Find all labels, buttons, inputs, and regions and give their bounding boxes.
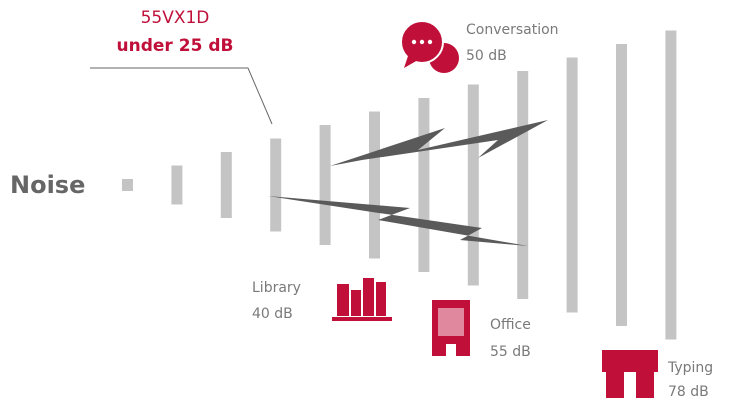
product-level: under 25 dB: [117, 36, 234, 56]
noise-bar: [467, 84, 479, 286]
noise-bar: [616, 44, 627, 326]
label-name: Office: [490, 317, 531, 333]
noise-bar: [122, 179, 133, 191]
title: Noise: [10, 171, 85, 199]
noise-bar: [665, 30, 677, 340]
library-icon: [332, 278, 392, 321]
typing-icon: [602, 350, 658, 398]
product-name: 55VX1D: [141, 8, 210, 28]
noise-bar: [517, 71, 529, 299]
office-icon: [432, 300, 470, 356]
noise-bar: [171, 165, 183, 205]
noise-bar: [369, 111, 380, 259]
noise-bar: [220, 152, 232, 218]
noise-bar: [319, 125, 331, 245]
label-name: Typing: [667, 360, 713, 376]
label-level: 55 dB: [490, 344, 531, 360]
speech-icon: [400, 20, 459, 73]
noise-bar: [418, 98, 430, 272]
label-level: 78 dB: [668, 384, 709, 400]
noise-bar: [566, 57, 578, 313]
noise-bars: [122, 30, 677, 340]
leader-line: [90, 67, 273, 125]
label-level: 50 dB: [466, 48, 507, 64]
noise-bar: [270, 138, 282, 232]
label-name: Conversation: [466, 22, 559, 38]
lightning-lower: [268, 196, 528, 246]
label-level: 40 dB: [252, 306, 293, 322]
lightning-upper: [330, 120, 548, 166]
label-name: Library: [252, 280, 301, 296]
